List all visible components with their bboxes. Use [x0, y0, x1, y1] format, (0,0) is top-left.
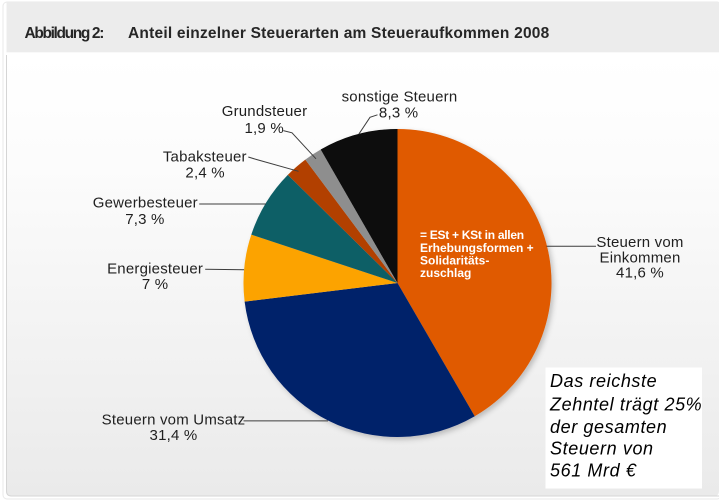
svg-text:zuschlag: zuschlag [420, 266, 471, 280]
svg-text:Steuern von: Steuern von [550, 439, 654, 459]
svg-text:2,4 %: 2,4 % [185, 165, 224, 182]
svg-text:Einkommen: Einkommen [600, 249, 681, 266]
svg-text:Zehntel trägt 25%: Zehntel trägt 25% [549, 394, 702, 414]
svg-text:Anteil einzelner Steuerarten a: Anteil einzelner Steuerarten am Steuerau… [128, 25, 550, 42]
svg-text:Grundsteuer: Grundsteuer [222, 103, 308, 120]
svg-text:41,6 %: 41,6 % [616, 264, 664, 281]
svg-text:Abbildung 2:: Abbildung 2: [25, 25, 104, 42]
svg-text:Das reichste: Das reichste [550, 371, 657, 391]
svg-text:Erhebungsformen +: Erhebungsformen + [420, 241, 534, 255]
svg-text:= ESt + KSt in allen: = ESt + KSt in allen [420, 228, 524, 242]
svg-text:sonstige Steuern: sonstige Steuern [342, 89, 458, 106]
svg-text:31,4 %: 31,4 % [150, 427, 198, 444]
svg-text:Gewerbesteuer: Gewerbesteuer [93, 195, 198, 212]
svg-text:1,9 %: 1,9 % [245, 120, 284, 137]
svg-text:Steuern vom Umsatz: Steuern vom Umsatz [102, 411, 246, 428]
svg-text:der gesamten: der gesamten [550, 417, 667, 437]
svg-text:Steuern vom: Steuern vom [596, 234, 683, 251]
svg-text:561 Mrd €: 561 Mrd € [550, 461, 637, 481]
svg-text:Energiesteuer: Energiesteuer [107, 260, 203, 277]
svg-text:7,3 %: 7,3 % [125, 211, 164, 228]
svg-text:Solidaritäts-: Solidaritäts- [420, 254, 489, 268]
svg-text:7 %: 7 % [142, 276, 168, 293]
svg-text:8,3 %: 8,3 % [379, 104, 418, 121]
svg-text:Tabaksteuer: Tabaksteuer [163, 148, 247, 165]
